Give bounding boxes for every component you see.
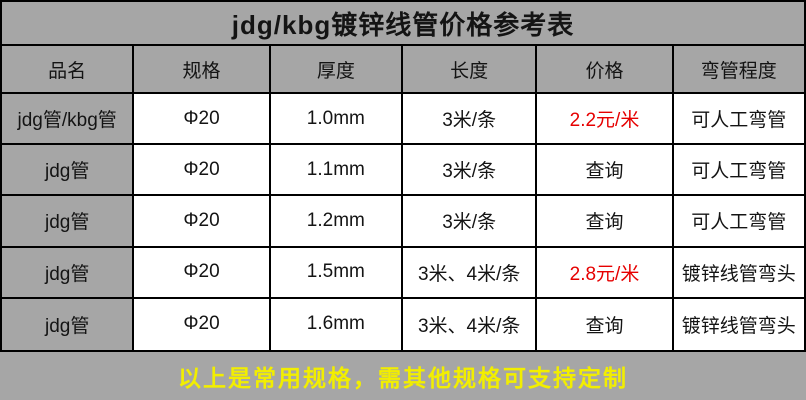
cell-product-name: jdg管 (2, 145, 135, 197)
table-row: jdg管 Φ20 1.5mm 3米、4米/条 2.8元/米 镀锌线管弯头 (2, 247, 804, 299)
cell-length: 3米/条 (403, 145, 538, 197)
cell-bend-degree: 镀锌线管弯头 (673, 298, 804, 350)
table-title: jdg/kbg镀锌线管价格参考表 (2, 2, 804, 46)
cell-length: 3米/条 (403, 94, 538, 146)
cell-price: 2.8元/米 (537, 247, 674, 299)
cell-spec: Φ20 (134, 196, 271, 248)
cell-product-name: jdg管 (2, 196, 135, 248)
cell-price: 查询 (537, 196, 674, 248)
header-thickness: 厚度 (270, 46, 403, 94)
cell-product-name: jdg管 (2, 298, 135, 350)
table-row: jdg管 Φ20 1.1mm 3米/条 查询 可人工弯管 (2, 145, 804, 197)
cell-thickness: 1.5mm (270, 247, 403, 299)
cell-price: 查询 (537, 145, 674, 197)
cell-spec: Φ20 (134, 247, 271, 299)
cell-thickness: 1.6mm (270, 298, 403, 350)
cell-length: 3米、4米/条 (403, 247, 538, 299)
header-row: 品名 规格 厚度 长度 价格 弯管程度 (2, 46, 804, 94)
table-row: jdg管/kbg管 Φ20 1.0mm 3米/条 2.2元/米 可人工弯管 (2, 94, 804, 146)
cell-thickness: 1.2mm (270, 196, 403, 248)
header-length: 长度 (403, 46, 538, 94)
header-spec: 规格 (134, 46, 271, 94)
header-price: 价格 (537, 46, 674, 94)
footer-note: 以上是常用规格，需其他规格可支持定制 (178, 365, 628, 391)
cell-length: 3米、4米/条 (403, 298, 538, 350)
header-bend-degree: 弯管程度 (673, 46, 804, 94)
cell-bend-degree: 可人工弯管 (673, 145, 804, 197)
header-product-name: 品名 (2, 46, 135, 94)
cell-product-name: jdg管/kbg管 (2, 94, 135, 146)
cell-length: 3米/条 (403, 196, 538, 248)
cell-spec: Φ20 (134, 298, 271, 350)
cell-bend-degree: 可人工弯管 (673, 94, 804, 146)
cell-product-name: jdg管 (2, 247, 135, 299)
cell-spec: Φ20 (134, 145, 271, 197)
cell-thickness: 1.0mm (270, 94, 403, 146)
cell-bend-degree: 可人工弯管 (673, 196, 804, 248)
table-row: jdg管 Φ20 1.6mm 3米、4米/条 查询 镀锌线管弯头 (2, 298, 804, 350)
cell-price: 查询 (537, 298, 674, 350)
cell-price: 2.2元/米 (537, 94, 674, 146)
table-row: jdg管 Φ20 1.2mm 3米/条 查询 可人工弯管 (2, 196, 804, 248)
cell-bend-degree: 镀锌线管弯头 (673, 247, 804, 299)
cell-thickness: 1.1mm (270, 145, 403, 197)
price-table: jdg/kbg镀锌线管价格参考表 品名 规格 厚度 长度 价格 弯管程度 jdg… (0, 0, 806, 352)
cell-spec: Φ20 (134, 94, 271, 146)
